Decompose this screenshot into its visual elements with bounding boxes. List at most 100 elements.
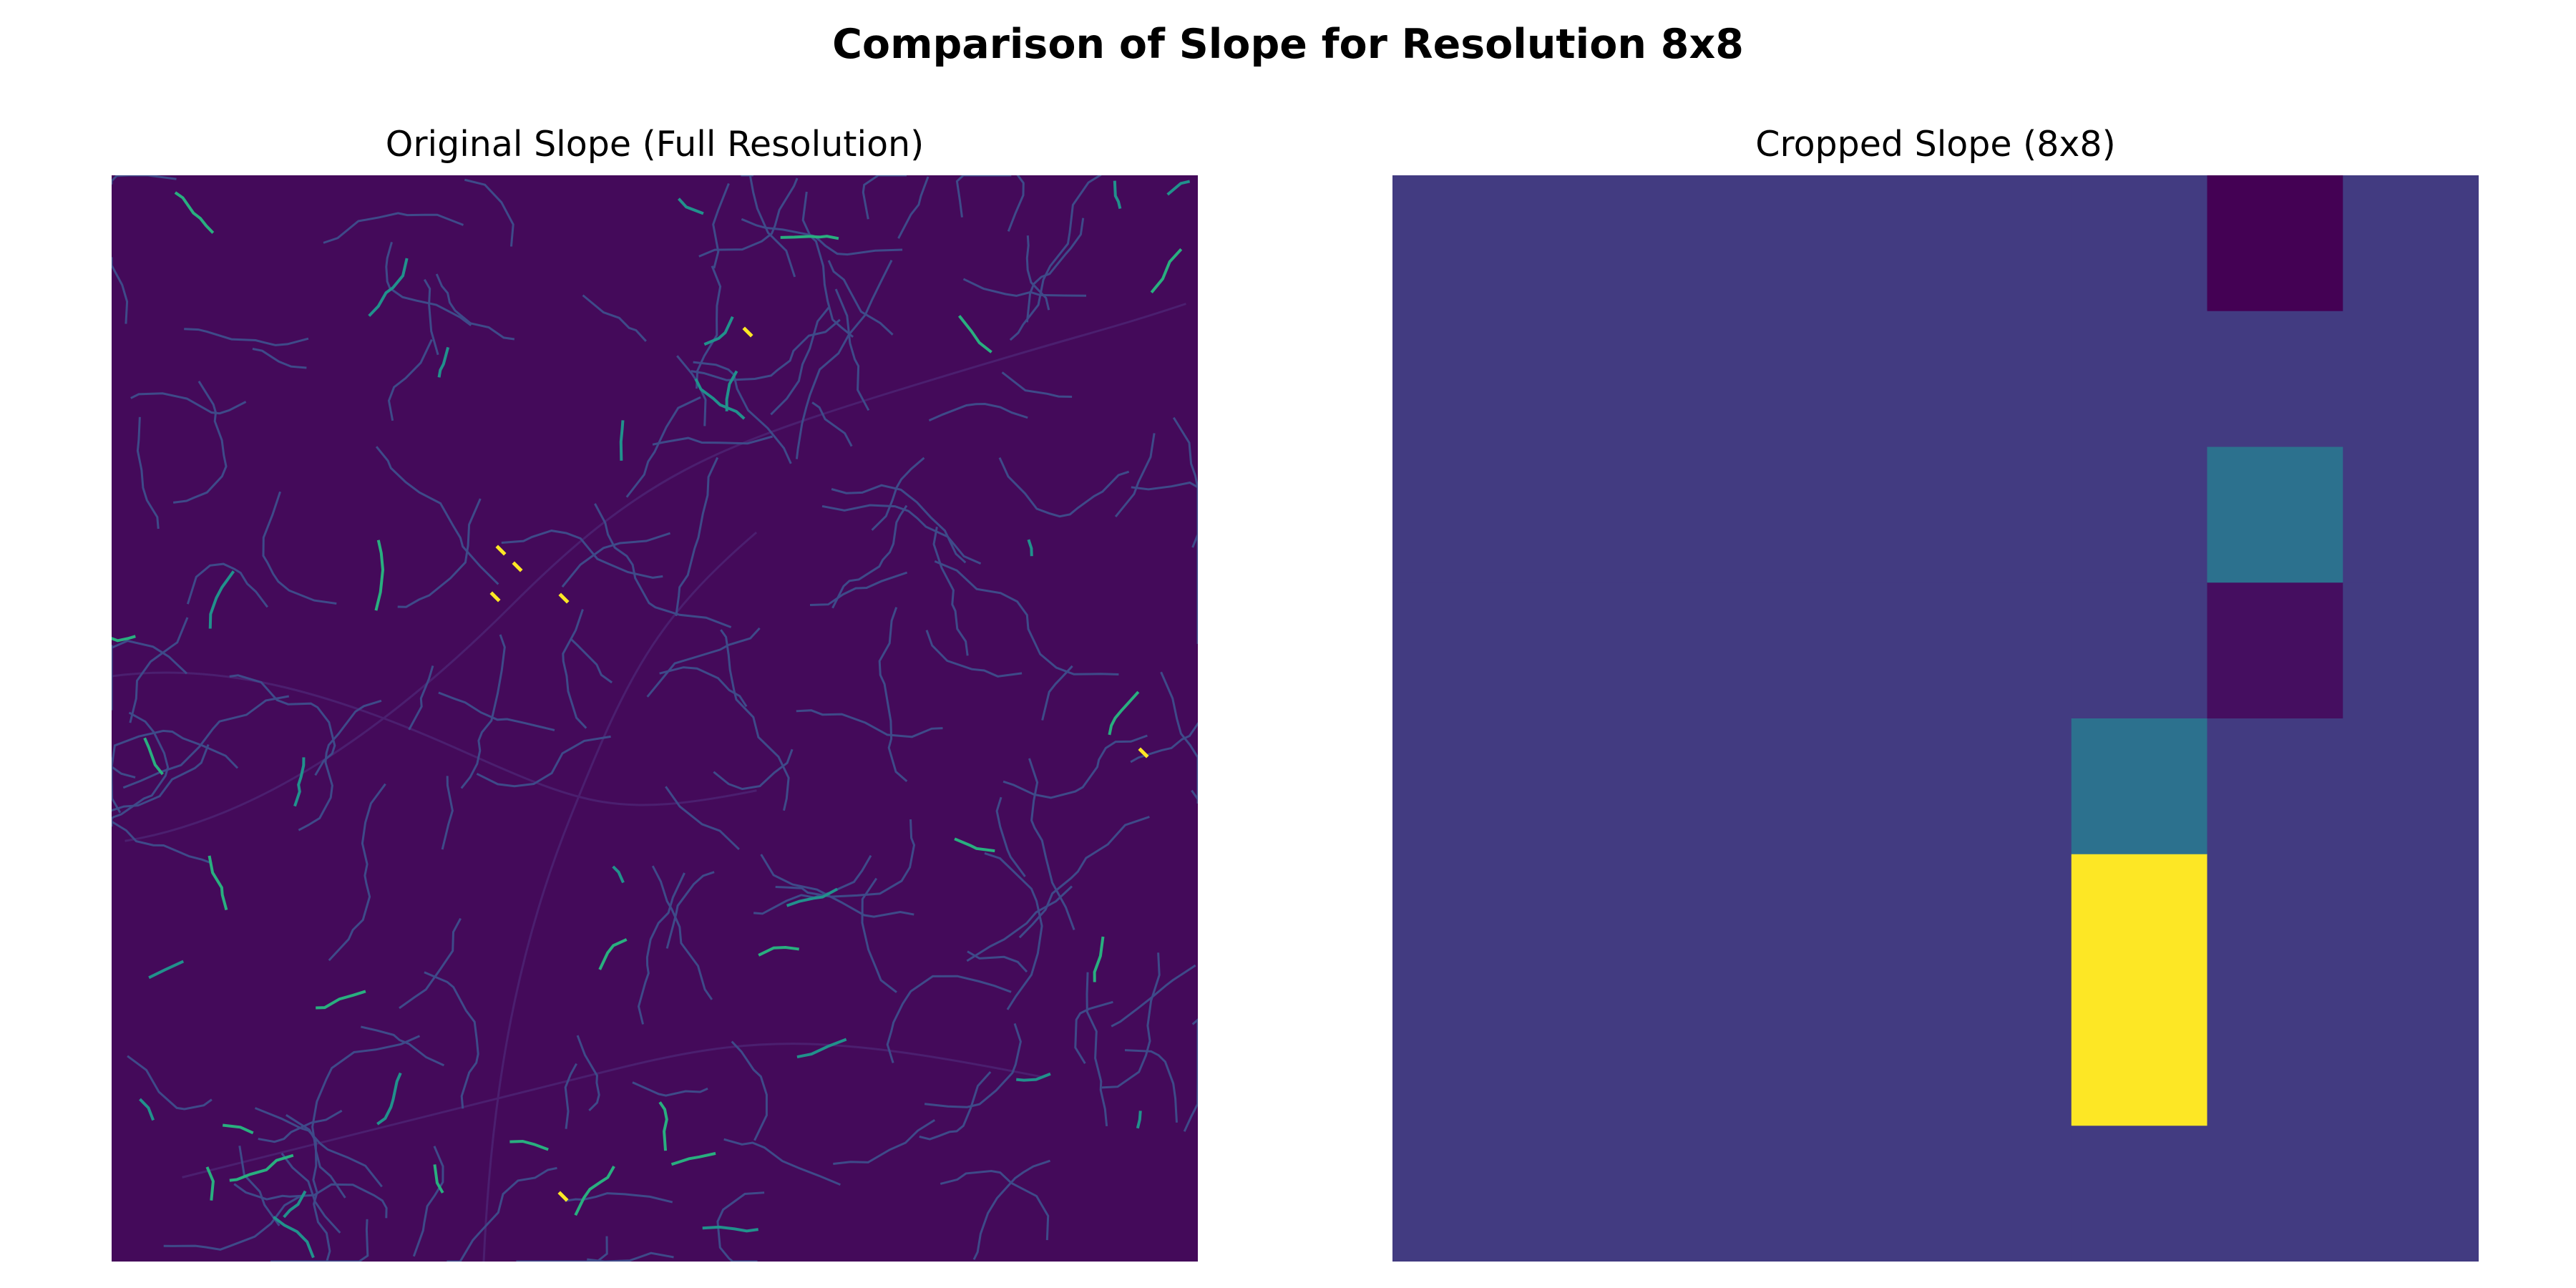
slope-channel-15 (651, 865, 713, 1000)
slope-channel-78 (387, 338, 433, 421)
heatmap-cell-r7-c7 (2343, 1126, 2479, 1262)
slope-channel-5 (311, 1035, 421, 1199)
slope-channel-119 (831, 504, 908, 609)
slope-channel-85 (834, 288, 870, 411)
slope-channel-107 (127, 1055, 213, 1111)
slope-channel-peak-4 (558, 592, 570, 604)
slope-channel-60 (286, 1113, 335, 1262)
slope-channel-54 (675, 457, 719, 616)
heatmap-cell-r3-c7 (2343, 582, 2479, 719)
slope-channel-hl-25 (780, 235, 839, 240)
slope-channel-32 (1074, 1000, 1113, 1064)
slope-channel-67 (130, 392, 247, 415)
heatmap-cell-r0-c1 (1528, 175, 1665, 312)
slope-channel-56 (112, 729, 239, 814)
heatmap-cell-r7-c4 (1936, 1126, 2072, 1262)
slope-channel-hl-18 (148, 960, 185, 980)
slope-channel-hl-13 (509, 1139, 549, 1151)
heatmap-cell-r0-c4 (1936, 175, 2072, 312)
slope-channel-33 (966, 885, 1073, 962)
slope-channel-120 (1160, 671, 1198, 791)
slope-channel-44 (412, 1146, 444, 1257)
slope-channel-8 (258, 1109, 343, 1143)
slope-channel-7 (399, 917, 462, 1010)
slope-channel-55 (932, 527, 969, 656)
heatmap-cell-r3-c1 (1528, 582, 1665, 719)
heatmap-cell-r7-c5 (2071, 1126, 2208, 1262)
slope-channel-22 (569, 638, 613, 684)
slope-channel-82 (1025, 218, 1085, 323)
slope-channel-hl-17 (758, 945, 799, 957)
slope-channel-hl-20 (208, 570, 235, 629)
slope-channel-86 (298, 699, 382, 831)
slope-channel-123 (238, 1145, 280, 1226)
heatmap-cell-r7-c1 (1528, 1126, 1665, 1262)
slope-channel-43 (811, 401, 853, 447)
heatmap-cell-r1-c2 (1664, 311, 1800, 448)
slope-channel-113 (712, 182, 730, 269)
slope-channel-122 (576, 1035, 600, 1112)
slope-channel-139 (112, 711, 170, 827)
slope-channel-peak-3 (489, 591, 501, 602)
slope-channel-hl-12 (786, 887, 839, 907)
slope-channel-48 (252, 348, 307, 369)
slope-channel-main-1 (482, 531, 758, 1262)
slope-channel-47 (423, 278, 439, 356)
slope-channel-34 (1085, 972, 1108, 1127)
slope-channel-26 (262, 491, 337, 605)
slope-channel-9 (1114, 433, 1156, 518)
slope-channel-4 (112, 757, 136, 779)
slope-channel-89 (878, 607, 908, 783)
slope-channel-72 (955, 175, 1012, 218)
slope-channel-0 (821, 504, 982, 565)
heatmap-cell-r2-c3 (1800, 447, 1936, 583)
slope-channel-127 (652, 435, 774, 446)
slope-channel-71 (172, 381, 228, 504)
heatmap-cell-r1-c5 (2071, 311, 2208, 448)
slope-channel-hl-41 (1093, 936, 1105, 982)
heatmap-cell-r6-c3 (1800, 990, 1936, 1126)
heatmap-cell-r1-c7 (2343, 311, 2479, 448)
slope-channel-hl-36 (612, 865, 625, 884)
slope-channel-50 (1183, 1018, 1198, 1132)
slope-channel-20 (827, 260, 894, 336)
slope-channel-28 (564, 1063, 577, 1129)
slope-channel-111 (861, 877, 897, 993)
heatmap-cell-r2-c1 (1528, 447, 1665, 583)
slope-channel-109 (397, 498, 482, 608)
slope-channel-84 (770, 306, 830, 416)
slope-channel-68 (940, 1169, 1050, 1241)
heatmap-cell-r2-c0 (1392, 447, 1529, 583)
slope-channel-51 (720, 629, 790, 811)
slope-channel-128 (186, 562, 269, 608)
left-panel-title: Original Slope (Full Resolution) (385, 124, 924, 165)
slope-channel-62 (323, 212, 464, 244)
slope-channel-hl-19 (143, 737, 164, 776)
slope-channel-16 (723, 1138, 841, 1186)
slope-channel-peak-6 (557, 1191, 569, 1202)
slope-channel-99 (438, 691, 555, 731)
slope-channel-hl-33 (205, 1166, 215, 1201)
slope-channel-hl-23 (954, 837, 995, 853)
slope-channel-124 (270, 1219, 369, 1262)
slope-channel-hl-8 (796, 1038, 847, 1059)
slope-channel-115 (1009, 175, 1102, 341)
heatmap-cell-r5-c5 (2071, 854, 2208, 991)
slope-channel-138 (476, 735, 611, 788)
heatmap-cell-r4-c2 (1664, 718, 1800, 855)
heatmap-cell-r0-c0 (1392, 175, 1529, 312)
heatmap-cell-r2-c5 (2071, 447, 2208, 583)
heatmap-cell-r5-c0 (1392, 854, 1529, 991)
cropped-slope-cells (1392, 175, 2479, 1262)
slope-channel-hl-26 (437, 346, 450, 378)
slope-channel-52 (280, 1152, 341, 1234)
slope-channel-hl-30 (619, 420, 625, 461)
slope-channel-63 (698, 177, 799, 258)
slope-channel-hl-22 (272, 1216, 315, 1259)
slope-channel-108 (924, 1023, 1022, 1108)
slope-channel-hl-29 (1108, 691, 1140, 736)
slope-channel-70 (112, 820, 213, 864)
heatmap-cell-r5-c6 (2207, 854, 2343, 991)
slope-channel-hl-38 (376, 1072, 402, 1126)
heatmap-cell-r1-c6 (2207, 311, 2343, 448)
